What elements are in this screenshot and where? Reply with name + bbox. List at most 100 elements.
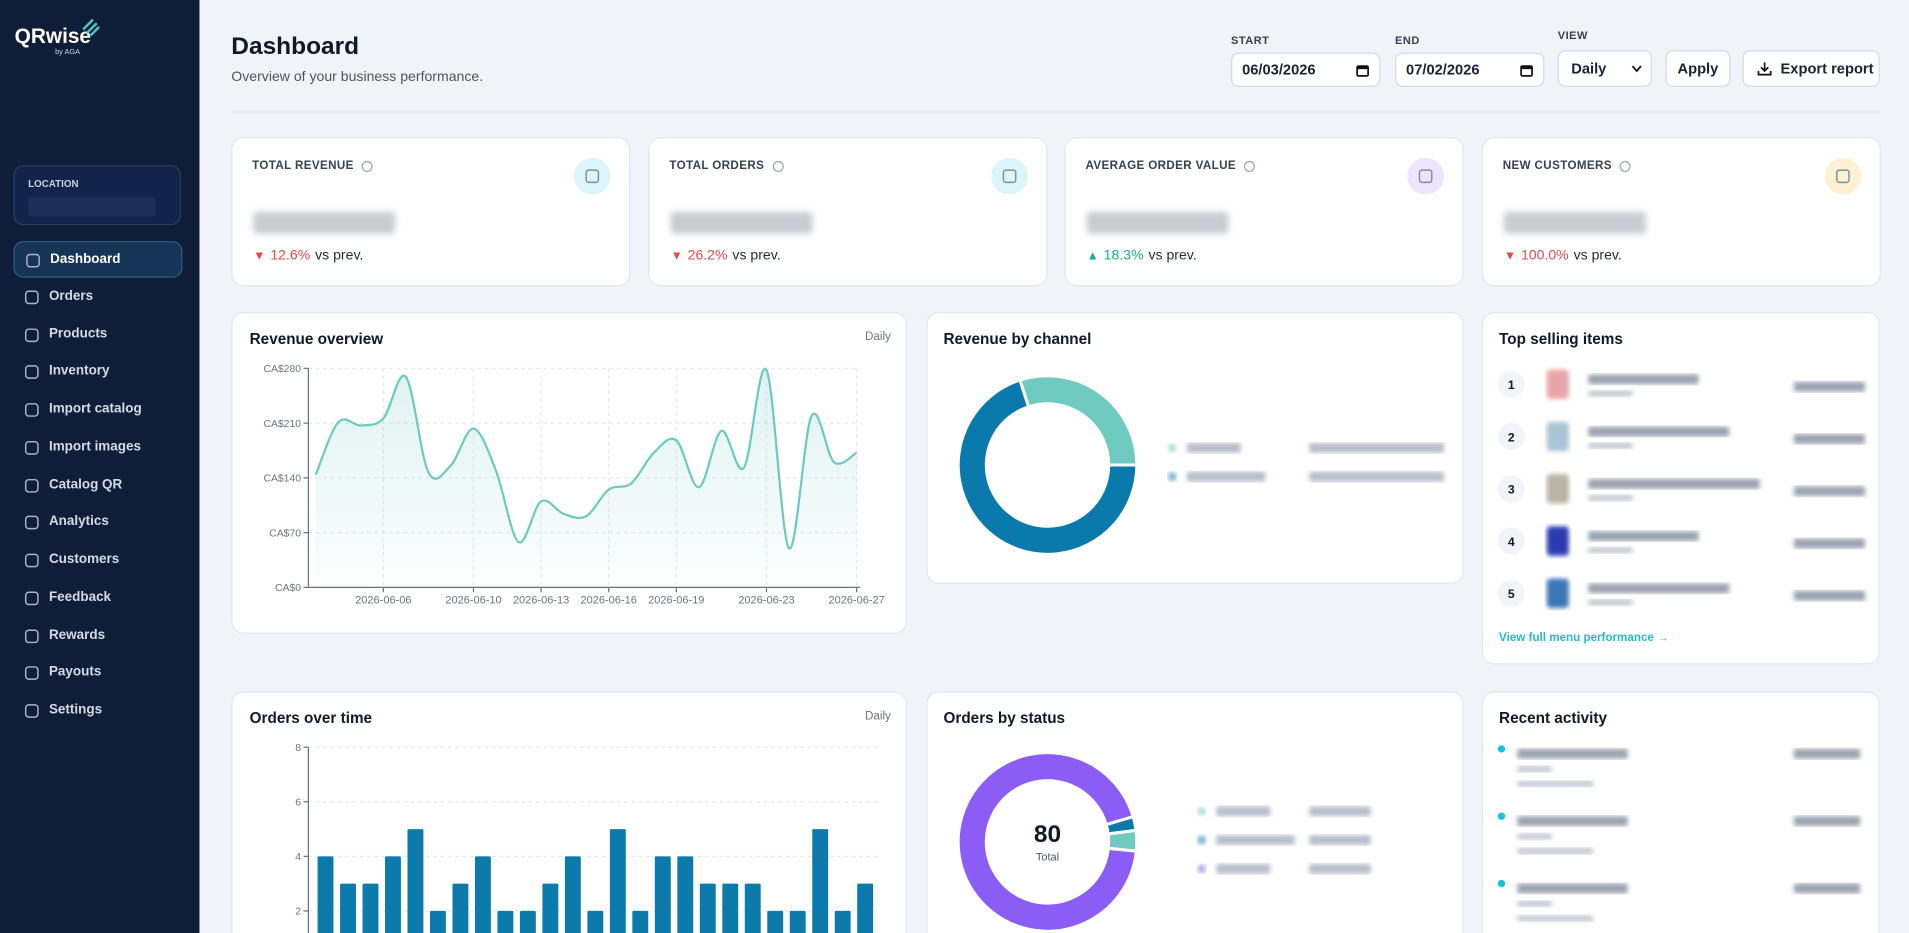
nav-icon <box>24 365 39 380</box>
card-title: Top selling items <box>1499 330 1623 348</box>
view-label: VIEW <box>1557 29 1588 42</box>
icon-shape <box>361 160 373 172</box>
trend-arrow: ▼ <box>253 249 266 264</box>
apply-button[interactable]: Apply <box>1665 50 1731 87</box>
location-box[interactable]: LOCATION <box>13 165 182 226</box>
nav-item[interactable]: Payouts <box>13 655 182 692</box>
kpi-label-row: AVERAGE ORDER VALUE <box>1085 159 1255 173</box>
kpi-value-redacted <box>253 211 396 234</box>
kpi-label: TOTAL REVENUE <box>252 159 354 173</box>
nav-label: Customers <box>48 551 120 567</box>
brand: QRwise <box>14 24 91 48</box>
kpi-icon <box>1824 157 1862 195</box>
nav-label: Dashboard <box>50 252 121 267</box>
kpi-trend: ▲ 18.3% vs prev. <box>1087 248 1197 263</box>
nav-label: Import catalog <box>48 401 142 417</box>
nav-icon <box>24 704 39 718</box>
nav-item[interactable]: Customers <box>13 542 182 579</box>
card-title: Revenue by channel <box>943 330 1092 348</box>
icon-shape <box>24 515 39 530</box>
kpi-label-row: NEW CUSTOMERS <box>1502 159 1632 173</box>
icon-shape <box>24 290 39 304</box>
nav-icon <box>24 628 39 643</box>
nav-label: Feedback <box>48 589 112 605</box>
trend-change: 12.6% <box>270 248 311 264</box>
trend-arrow: ▼ <box>670 249 683 264</box>
nav-icon <box>24 290 39 304</box>
info-icon[interactable] <box>1243 160 1255 172</box>
card-title: Revenue overview <box>249 330 384 348</box>
end-value: 07/02/2026 <box>1406 61 1480 79</box>
nav-item[interactable]: Rewards <box>13 617 182 654</box>
info-icon[interactable] <box>361 160 373 172</box>
icon-bg <box>1824 157 1862 195</box>
icon-shape <box>585 169 600 184</box>
nav-item[interactable]: Import catalog <box>13 392 182 429</box>
icon-shape <box>772 160 784 172</box>
trend-arrow: ▼ <box>1503 249 1517 264</box>
info-icon[interactable] <box>772 160 784 172</box>
kpi-label-row: TOTAL REVENUE <box>252 159 373 173</box>
nav-label: Rewards <box>48 627 106 642</box>
card-badge: Daily <box>865 330 891 344</box>
nav-icon <box>26 253 40 268</box>
kpi-card: NEW CUSTOMERS ▼ 100.0% vs prev. <box>1481 137 1881 287</box>
nav-icon <box>24 515 39 530</box>
trend-change: 18.3% <box>1103 248 1144 264</box>
sidebar: QRwise by AGA LOCATION Dashboard Orders Pr… <box>0 0 200 933</box>
trend-change: 100.0% <box>1520 248 1569 264</box>
icon-bg <box>1407 157 1444 195</box>
start-input[interactable]: 06/03/2026 <box>1231 52 1381 87</box>
info-icon[interactable] <box>1619 160 1631 172</box>
trend-compare: vs prev. <box>732 248 781 264</box>
start-label: START <box>1231 34 1270 47</box>
start-value: 06/03/2026 <box>1242 61 1316 79</box>
icon-shape <box>1836 169 1850 184</box>
nav-item[interactable]: Catalog QR <box>13 467 182 504</box>
kpi-label: NEW CUSTOMERS <box>1502 159 1612 173</box>
nav-label: Import images <box>48 439 141 454</box>
nav-item[interactable]: Inventory <box>13 354 182 391</box>
nav-icon <box>24 327 39 342</box>
nav-item[interactable]: Products <box>13 316 182 353</box>
kpi-icon <box>991 157 1028 195</box>
nav-item[interactable]: Orders <box>13 279 182 316</box>
kpi-label-row: TOTAL ORDERS <box>669 159 784 173</box>
revenue-overview-card: Revenue overview Daily <box>231 312 907 634</box>
brand-sub: by AGA <box>55 48 80 57</box>
export-button[interactable]: Export report <box>1742 50 1880 87</box>
nav-item[interactable]: Analytics <box>13 504 182 541</box>
kpi-card: TOTAL ORDERS ▼ 26.2% vs prev. <box>648 137 1048 287</box>
nav-item[interactable]: Feedback <box>13 580 182 617</box>
nav-label: Inventory <box>48 363 110 379</box>
trend-compare: vs prev. <box>315 248 364 264</box>
recent-activity-card: Recent activity <box>1481 691 1880 933</box>
icon-shape <box>24 591 39 605</box>
kpi-card: TOTAL REVENUE ▼ 12.6% vs prev. <box>231 137 631 287</box>
nav-label: Settings <box>48 702 103 718</box>
card-title: Orders by status <box>943 709 1066 727</box>
icon-shape <box>1619 160 1631 172</box>
icon-shape <box>1418 169 1433 184</box>
nav-label: Analytics <box>48 514 109 529</box>
icon-shape <box>1002 169 1017 184</box>
location-value <box>28 197 156 217</box>
card-badge: Daily <box>865 709 891 724</box>
view-select[interactable]: Daily <box>1557 50 1653 87</box>
nav-item[interactable]: Settings <box>13 693 182 730</box>
nav-label: Catalog QR <box>48 476 123 492</box>
nav-item[interactable]: Dashboard <box>13 241 183 278</box>
trend-compare: vs prev. <box>1573 248 1622 264</box>
view-more-link[interactable]: View full menu performance → <box>1499 631 1669 645</box>
nav-label: Products <box>48 326 108 341</box>
top-items-card: Top selling items View full menu perform… <box>1481 312 1880 665</box>
nav-item[interactable]: Import images <box>13 429 182 466</box>
kpi-value-redacted <box>670 211 813 234</box>
trend-change: 26.2% <box>687 248 728 264</box>
icon-shape <box>24 478 39 493</box>
end-input[interactable]: 07/02/2026 <box>1395 52 1545 87</box>
view-value: Daily <box>1571 59 1607 78</box>
kpi-trend: ▼ 100.0% vs prev. <box>1504 248 1622 263</box>
